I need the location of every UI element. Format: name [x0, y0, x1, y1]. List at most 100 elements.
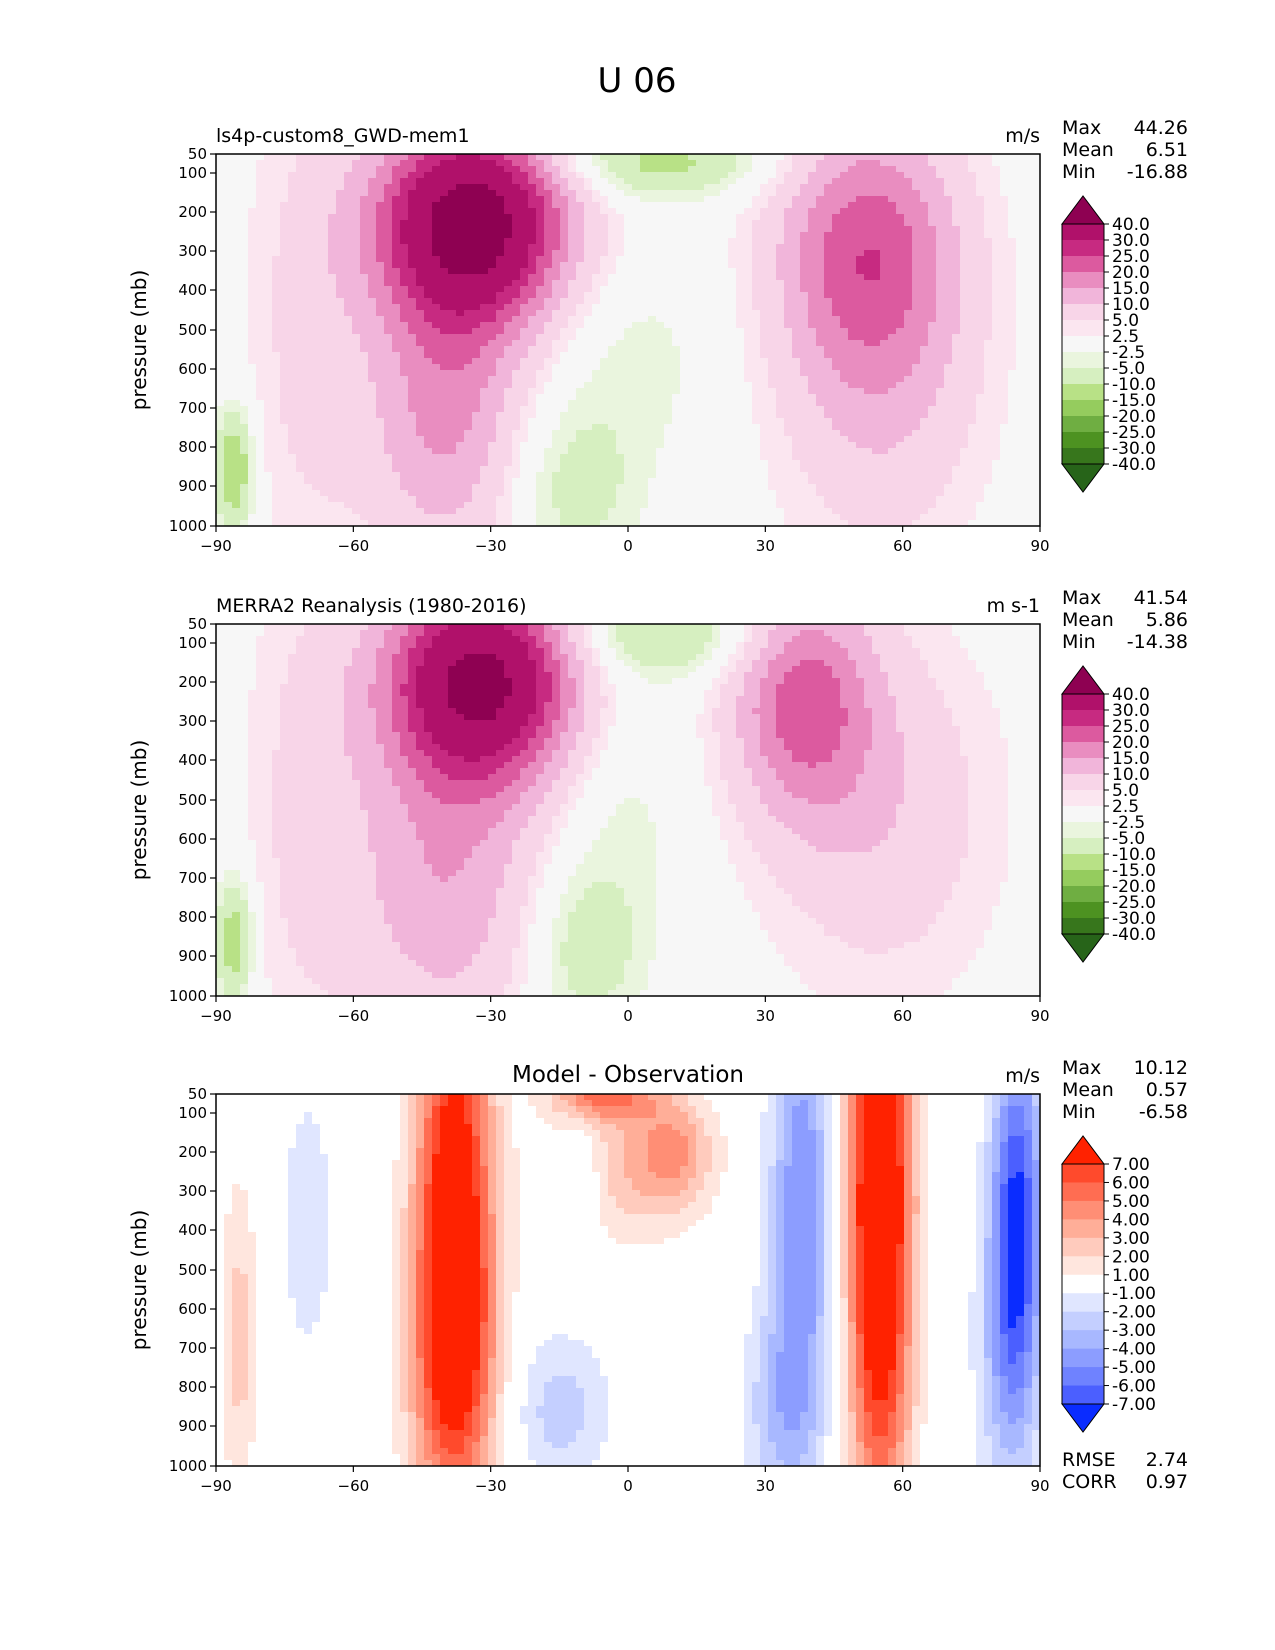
- field-cell: [792, 154, 801, 161]
- field-cell: [696, 304, 705, 311]
- field-cell: [888, 388, 897, 395]
- field-cell: [320, 358, 329, 365]
- field-cell: [864, 388, 873, 395]
- field-cell: [544, 442, 553, 449]
- field-cell: [680, 394, 689, 401]
- field-cell: [640, 286, 649, 293]
- field-cell: [672, 424, 681, 431]
- field-cell: [904, 172, 913, 179]
- field-cell: [888, 286, 897, 293]
- field-cell: [600, 382, 609, 389]
- field-cell: [784, 388, 793, 395]
- field-cell: [848, 394, 857, 401]
- field-cell: [1032, 292, 1041, 299]
- field-cell: [288, 436, 297, 443]
- field-cell: [1024, 340, 1033, 347]
- field-cell: [952, 220, 961, 227]
- field-cell: [264, 322, 273, 329]
- field-cell: [584, 388, 593, 395]
- field-cell: [744, 184, 753, 191]
- field-cell: [736, 304, 745, 311]
- field-cell: [608, 442, 617, 449]
- field-cell: [584, 244, 593, 251]
- field-cell: [240, 370, 249, 377]
- field-cell: [872, 370, 881, 377]
- field-cell: [712, 346, 721, 353]
- field-cell: [832, 316, 841, 323]
- field-cell: [288, 394, 297, 401]
- field-cell: [824, 346, 833, 353]
- field-cell: [352, 328, 361, 335]
- field-cell: [472, 214, 481, 221]
- field-cell: [280, 340, 289, 347]
- field-cell: [336, 202, 345, 209]
- field-cell: [304, 256, 313, 263]
- field-cell: [280, 190, 289, 197]
- field-cell: [344, 322, 353, 329]
- field-cell: [536, 352, 545, 359]
- field-cell: [896, 430, 905, 437]
- field-cell: [936, 154, 945, 161]
- field-cell: [1024, 238, 1033, 245]
- field-cell: [624, 172, 633, 179]
- field-cell: [856, 340, 865, 347]
- field-cell: [568, 424, 577, 431]
- field-cell: [352, 226, 361, 233]
- field-cell: [944, 250, 953, 257]
- field-cell: [704, 178, 713, 185]
- field-cell: [504, 292, 513, 299]
- field-cell: [248, 436, 257, 443]
- field-cell: [384, 184, 393, 191]
- field-cell: [856, 370, 865, 377]
- field-cell: [584, 238, 593, 245]
- field-cell: [864, 202, 873, 209]
- field-cell: [272, 442, 281, 449]
- field-cell: [576, 190, 585, 197]
- field-cell: [752, 166, 761, 173]
- field-cell: [1000, 178, 1009, 185]
- field-cell: [712, 430, 721, 437]
- field-cell: [760, 370, 769, 377]
- field-cell: [240, 406, 249, 413]
- field-cell: [752, 220, 761, 227]
- field-cell: [440, 322, 449, 329]
- field-cell: [640, 304, 649, 311]
- field-cell: [776, 436, 785, 443]
- field-cell: [536, 334, 545, 341]
- field-cell: [536, 250, 545, 257]
- field-cell: [848, 388, 857, 395]
- field-cell: [960, 250, 969, 257]
- field-cell: [928, 190, 937, 197]
- field-cell: [480, 280, 489, 287]
- field-cell: [328, 376, 337, 383]
- field-cell: [904, 340, 913, 347]
- field-cell: [568, 388, 577, 395]
- field-cell: [1032, 436, 1041, 443]
- field-cell: [552, 208, 561, 215]
- field-cell: [672, 250, 681, 257]
- field-cell: [1000, 418, 1009, 425]
- field-cell: [544, 310, 553, 317]
- field-cell: [352, 400, 361, 407]
- field-cell: [992, 328, 1001, 335]
- field-cell: [808, 256, 817, 263]
- field-cell: [576, 436, 585, 443]
- field-cell: [352, 250, 361, 257]
- field-cell: [320, 394, 329, 401]
- field-cell: [864, 304, 873, 311]
- field-cell: [352, 316, 361, 323]
- field-cell: [424, 268, 433, 275]
- field-cell: [648, 280, 657, 287]
- field-cell: [736, 202, 745, 209]
- field-cell: [392, 340, 401, 347]
- field-cell: [264, 166, 273, 173]
- field-cell: [872, 238, 881, 245]
- field-cell: [272, 166, 281, 173]
- field-cell: [784, 352, 793, 359]
- field-cell: [752, 376, 761, 383]
- field-cell: [328, 340, 337, 347]
- field-cell: [440, 184, 449, 191]
- field-cell: [488, 370, 497, 377]
- field-cell: [576, 184, 585, 191]
- field-cell: [280, 178, 289, 185]
